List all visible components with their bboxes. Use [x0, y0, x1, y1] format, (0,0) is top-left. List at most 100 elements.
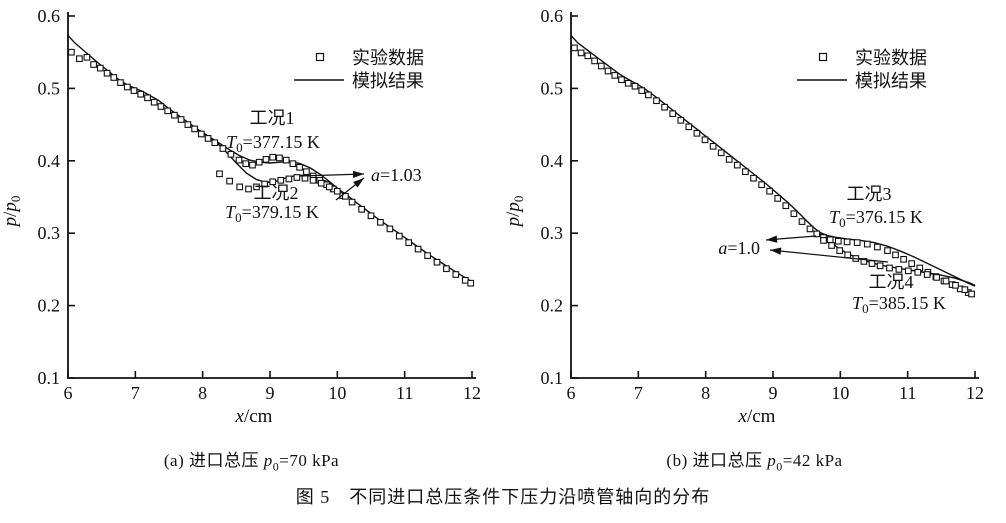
exp-marker — [262, 156, 270, 163]
exp-marker — [236, 183, 244, 191]
exp-marker — [968, 290, 975, 298]
exp-marker — [333, 187, 341, 195]
x-tick-label: 8 — [198, 383, 207, 403]
exp-marker — [709, 142, 717, 150]
exp-marker — [296, 163, 303, 171]
exp-marker — [289, 160, 297, 168]
exp-marker — [904, 267, 912, 275]
exp-marker — [96, 64, 104, 72]
cond3-label: 工况3 — [847, 184, 892, 204]
exp-marker — [117, 79, 124, 86]
exp-marker — [942, 277, 950, 285]
subcaption-b: (b) 进口总压 p0=42 kPa — [503, 446, 1006, 474]
exp-marker — [836, 247, 844, 254]
chart-b-canvas: 0.6 0.5 0.4 0.3 0.2 0.16 7 8 9 10 11 12 x/cm p/p0 实验数据… — [503, 6, 984, 427]
subcaptions-row: (a) 进口总压 p0=70 kPa (b) 进口总压 p0=42 kPa — [0, 446, 1006, 474]
exp-marker — [285, 175, 293, 183]
subcaption-b-text: (b) 进口总压 — [666, 451, 768, 470]
x-tick-label: 7 — [634, 383, 643, 403]
exp-marker — [758, 181, 765, 189]
figure-caption: 图 5 不同进口总压条件下压力沿喷管轴向的分布 — [295, 487, 711, 508]
exp-marker — [137, 90, 145, 98]
cond1-temp: T0=377.15 K — [226, 132, 320, 155]
y-tick-label: 0.3 — [541, 223, 564, 243]
exp-marker — [790, 210, 798, 218]
y-tick-label: 0.4 — [541, 151, 564, 171]
exp-marker — [591, 57, 598, 65]
exp-marker — [892, 251, 899, 259]
x-tick-label: 11 — [396, 383, 413, 403]
x-tick-label: 8 — [701, 383, 710, 403]
exp-marker — [604, 67, 612, 75]
subcaption-b-var: p — [767, 451, 777, 470]
exp-marker — [624, 79, 632, 87]
exp-marker — [874, 243, 881, 251]
exp-marker — [766, 187, 773, 195]
subcaption-a-text: (a) 进口总压 — [163, 451, 264, 470]
exp-marker — [424, 252, 431, 259]
plot-area: 0.6 0.5 0.4 0.3 0.2 0.16 7 8 9 10 11 12 x/cm p/p0 实验数据… — [503, 6, 984, 427]
exp-marker — [828, 242, 835, 249]
exp-marker — [876, 262, 884, 270]
exp-marker — [83, 53, 91, 61]
y-tick-label: 0.3 — [38, 223, 61, 243]
exp-marker — [813, 230, 821, 238]
exp-marker — [325, 183, 333, 191]
exp-marker — [798, 218, 806, 225]
cond2-label: 工况2 — [254, 183, 299, 203]
exp-marker — [433, 258, 441, 266]
exp-marker — [276, 154, 283, 162]
exp-marker — [386, 225, 394, 233]
exp-marker — [342, 192, 349, 200]
exp-marker — [443, 265, 450, 273]
exp-marker — [245, 185, 252, 193]
exp-marker — [653, 97, 660, 105]
exp-marker — [685, 123, 693, 131]
exp-marker — [358, 205, 365, 213]
exp-marker — [164, 107, 172, 115]
subcaption-b-rest: =42 kPa — [782, 451, 843, 470]
exp-marker — [367, 212, 375, 220]
exp-marker — [618, 76, 625, 84]
cond4-label: 工况4 — [869, 272, 914, 292]
subcaption-a-var: p — [263, 451, 273, 470]
exp-marker — [452, 271, 460, 278]
exp-marker — [249, 161, 256, 169]
exp-marker — [110, 74, 118, 81]
exp-marker — [577, 49, 585, 57]
cond2-temp: T0=379.15 K — [225, 202, 319, 225]
x-tick-label: 11 — [899, 383, 916, 403]
legend-label-sim: 模拟结果 — [855, 71, 927, 91]
exp-marker — [235, 156, 243, 164]
legend-square-marker — [315, 52, 325, 62]
exp-marker — [197, 130, 205, 138]
y-tick-label: 0.4 — [38, 151, 61, 171]
x-tick-label: 6 — [567, 383, 576, 403]
exp-marker — [144, 94, 151, 102]
exp-marker — [868, 260, 876, 267]
exp-marker — [414, 245, 422, 253]
exp-marker — [204, 135, 212, 142]
exp-marker — [405, 239, 413, 246]
y-tick-label: 0.5 — [541, 78, 564, 98]
exp-marker — [226, 177, 233, 185]
exp-marker — [216, 170, 223, 178]
exp-marker — [103, 69, 111, 77]
exp-marker — [90, 61, 97, 68]
exp-marker — [886, 264, 893, 272]
exp-marker — [701, 136, 709, 144]
y-tick-label: 0.6 — [541, 6, 564, 26]
x-tick-label: 9 — [769, 383, 778, 403]
exp-marker — [693, 129, 701, 137]
y-tick-label: 0.2 — [38, 296, 61, 316]
y-axis-label: p/p0 — [503, 196, 526, 229]
exp-marker — [68, 48, 75, 56]
exp-marker — [261, 180, 268, 188]
exp-marker — [843, 238, 851, 246]
x-tick-label: 6 — [64, 383, 73, 403]
exp-marker — [669, 110, 677, 118]
exp-marker — [750, 174, 757, 182]
exp-marker — [461, 276, 469, 284]
exp-marker — [742, 168, 749, 176]
